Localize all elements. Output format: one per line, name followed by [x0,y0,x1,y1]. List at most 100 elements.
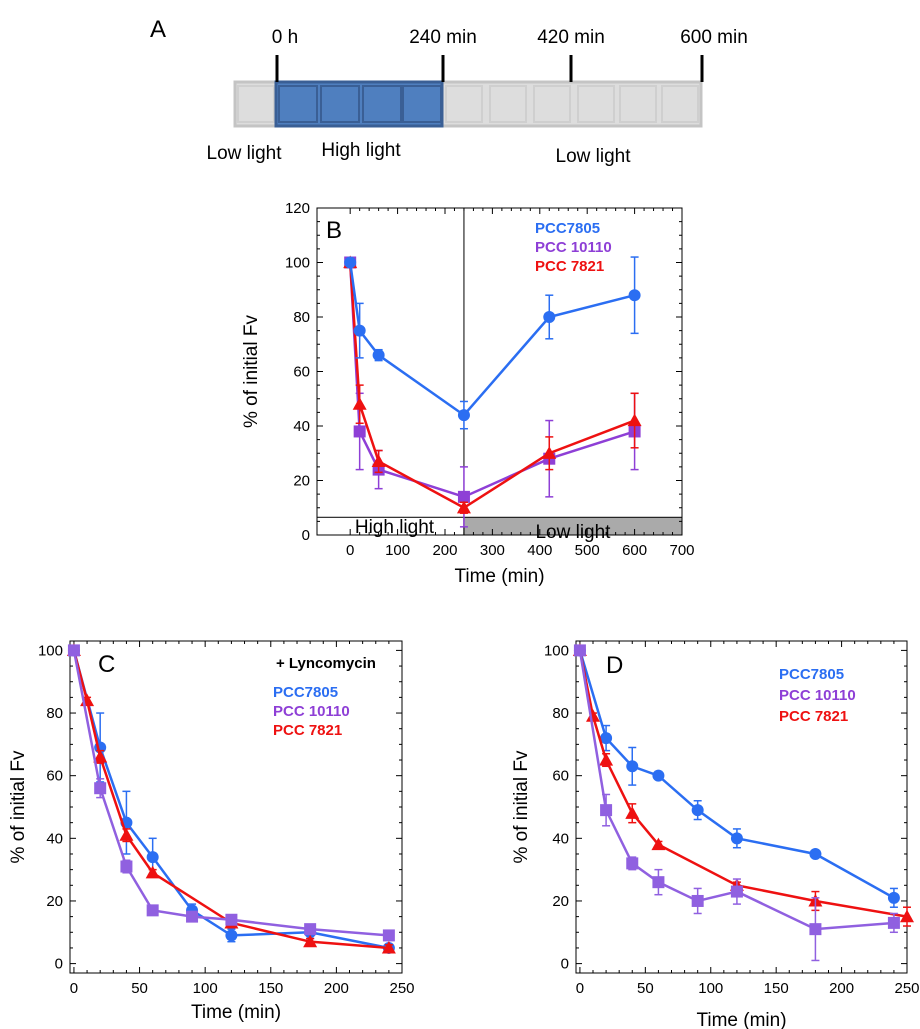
data-point [382,929,395,942]
legend-entry: PCC 7821 [535,258,604,275]
x-tick-label: 200 [829,980,854,997]
data-point [353,324,366,337]
series-line [348,262,636,510]
x-tick-label: 300 [480,542,505,559]
y-tick-label: 60 [46,768,63,785]
data-point [809,847,822,860]
timeline-cell [577,85,615,123]
y-tick-label: 20 [552,893,569,910]
y-axis-label: % of initial Fv [8,750,29,863]
y-tick-label: 120 [285,200,310,217]
x-tick-label: 50 [131,980,148,997]
x-axis-label: Time (min) [696,1010,786,1029]
data-point [809,923,822,936]
timeline-label-600: 600 min [680,27,748,48]
data-point [456,500,471,514]
region-label: Low light [535,522,611,543]
data-point [573,644,586,657]
timeline-label-240: 240 min [409,27,477,48]
x-tick-label: 700 [669,542,694,559]
data-point [628,289,641,302]
x-tick-label: 200 [324,980,349,997]
data-point [303,934,318,948]
x-tick-label: 0 [70,980,78,997]
y-tick-label: 40 [46,830,63,847]
data-point [94,782,107,795]
data-point [67,644,80,657]
data-point [600,804,613,817]
x-tick-label: 0 [576,980,584,997]
data-point [146,851,159,864]
data-point [145,865,160,879]
timeline-panel: A 0 h 240 min 420 min 600 min Low light … [150,16,748,167]
y-tick-label: 0 [561,956,569,973]
data-point [651,837,666,851]
data-point [93,749,108,763]
data-point [120,860,133,873]
data-point [730,832,743,845]
series-line [72,650,389,950]
y-tick-label: 100 [38,642,63,659]
data-point [457,409,470,422]
data-point [627,413,642,427]
legend-entry: PCC7805 [535,220,600,237]
series-line [348,262,635,417]
y-tick-label: 40 [552,830,569,847]
data-point [887,916,900,929]
data-point [625,806,640,819]
timeline-cell [661,85,699,123]
data-point [652,876,665,889]
y-axis-label: % of initial Fv [511,750,532,863]
data-point [599,753,614,766]
high-light-cells [278,85,442,123]
data-point [304,923,317,936]
y-tick-label: 0 [302,527,310,544]
panel-label: B [326,217,342,244]
x-tick-label: 50 [637,980,654,997]
timeline-region-low-2: Low light [556,146,632,167]
x-tick-label: 400 [527,542,552,559]
data-point [225,929,238,942]
data-point [652,769,665,782]
x-tick-label: 500 [575,542,600,559]
x-tick-label: 150 [764,980,789,997]
data-point [381,940,396,954]
data-point [626,760,639,773]
data-point [186,910,199,923]
x-tick-label: 250 [894,980,919,997]
data-point [225,913,238,926]
timeline-cell [237,85,275,123]
data-point [543,311,556,323]
high-light-cell [402,85,442,123]
timeline-cells [237,85,699,123]
data-point [146,904,159,917]
data-point [542,446,557,459]
y-tick-label: 100 [544,642,569,659]
data-point [372,349,385,362]
series-line [72,650,389,937]
legend-entry: PCC7805 [779,666,844,683]
series-line [72,650,390,950]
timeline-cell [533,85,571,123]
series-line [578,650,908,918]
legend-entry: PCC 10110 [779,687,856,704]
data-point [344,256,357,269]
x-axis-label: Time (min) [454,566,544,587]
high-light-cell [278,85,318,123]
legend-entry: PCC 10110 [535,239,612,256]
data-point [371,454,386,468]
region-label: High light [355,517,435,538]
data-point [691,804,704,817]
y-tick-label: 0 [55,956,63,973]
annotation: + Lyncomycin [276,655,376,672]
x-tick-label: 0 [346,542,354,559]
data-point [457,490,470,503]
x-tick-label: 100 [698,980,723,997]
y-tick-label: 60 [552,768,569,785]
panel-label: D [606,652,623,679]
high-light-cell [362,85,402,123]
x-tick-label: 600 [622,542,647,559]
timeline-label-0h: 0 h [272,27,298,48]
